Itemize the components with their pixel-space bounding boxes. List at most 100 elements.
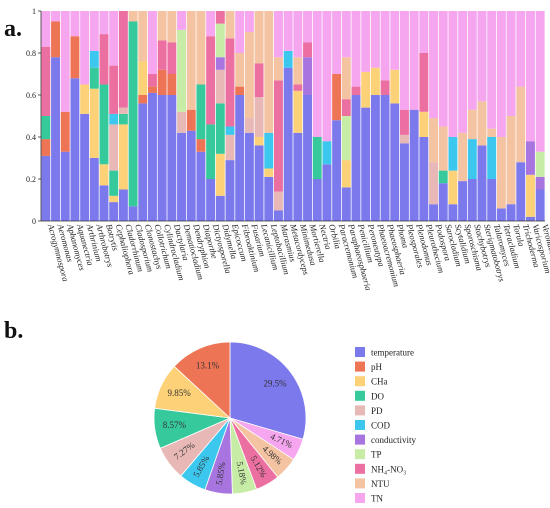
bar-segment-TN [516, 11, 526, 87]
bar-segment-TN [332, 11, 342, 74]
bar-segment-temperature [99, 185, 109, 221]
bar-segment-COD [322, 141, 332, 165]
bar-segment-NH4NO3 [341, 99, 351, 116]
bar-segment-pH [196, 139, 206, 152]
bar-segment-TP [215, 23, 225, 58]
legend-label-conductivity: conductivity [371, 435, 416, 445]
bar-segment-NTU [235, 53, 245, 87]
x-tick-label: Veronaea [540, 223, 550, 257]
y-tick-label: 0.2 [26, 175, 36, 184]
bar-segment-NH4NO3 [41, 46, 51, 117]
legend-swatch-TP [355, 449, 365, 460]
bar-segment-COD [467, 139, 477, 179]
bar-segment-temperature [467, 179, 477, 221]
bar-segment-NTU [496, 137, 506, 209]
bar-segment-TN [487, 11, 497, 129]
bar-segment-TN [351, 11, 361, 87]
bar-segment-TN [206, 11, 216, 37]
bar-segment-pH [70, 36, 80, 79]
bar-segment-TN [448, 11, 458, 137]
bar-segment-temperature [283, 67, 293, 221]
bar-segment-TN [409, 11, 419, 110]
legend-swatch-CHa [355, 376, 365, 387]
bar-segment-temperature [419, 137, 429, 221]
bar-segment-NTU [477, 101, 487, 146]
bar-segment-temperature [254, 145, 264, 221]
bar-segment-pH [41, 139, 51, 156]
bar-segment-TP [341, 116, 351, 161]
panel-label-b: b. [4, 318, 23, 344]
bar-segment-PD [177, 111, 186, 133]
y-tick-label: 0.8 [26, 49, 36, 58]
bar-segment-TN [467, 11, 477, 110]
bar-segment-temperature [167, 95, 177, 221]
bar-segment-temperature [361, 107, 371, 221]
bar-segment-temperature [215, 195, 225, 221]
bar-segment-pH [332, 74, 342, 121]
bar-segment-NH4NO3 [167, 42, 177, 74]
bar-segment-DO [128, 21, 138, 207]
bar-segment-temperature [274, 210, 283, 221]
bar-segment-NH4NO3 [225, 38, 235, 127]
bar-segment-DO [109, 170, 119, 196]
legend-label-temperature: temperature [371, 348, 414, 358]
bar-segment-temperature [438, 183, 448, 221]
bar-segment-NTU [438, 126, 448, 171]
bar-segment-temperature [516, 162, 526, 221]
bar-segment-temperature [458, 181, 468, 221]
bar-segment-TN [496, 11, 506, 137]
bar-segment-NH4NO3 [400, 109, 409, 135]
bar-segment-TN [535, 11, 545, 152]
bar-segment-temperature [109, 202, 119, 221]
bar-segment-PD [400, 134, 409, 144]
bar-segment-DO [196, 84, 206, 140]
bar-segment-TP [177, 29, 186, 112]
bar-segment-conductivity [535, 176, 545, 190]
bar-segment-temperature [235, 95, 245, 221]
bar-segment-NH4NO3 [380, 80, 390, 95]
bar-segment-TN [322, 11, 332, 142]
bar-segment-TN [361, 11, 371, 72]
bar-segment-temperature [118, 189, 128, 221]
bar-segment-temperature [138, 103, 148, 221]
bar-segment-conductivity [526, 141, 535, 175]
legend-swatch-TN [355, 493, 365, 503]
bar-segment-TP [535, 151, 545, 177]
bar-segment-NTU [196, 11, 206, 85]
bar-segment-COD [283, 50, 293, 68]
bar-segment-CHa [370, 67, 380, 95]
bar-segment-NTU [128, 11, 138, 22]
bar-segment-temperature [332, 120, 342, 221]
bar-segment-DO [215, 103, 225, 154]
bar-stacks [41, 11, 545, 222]
bar-segment-NH4NO3 [303, 42, 312, 58]
bar-segment-NTU [293, 57, 303, 85]
bar-segment-temperature [41, 155, 51, 221]
bar-segment-temperature [128, 206, 138, 221]
bar-segment-NH4NO3 [419, 53, 429, 112]
bar-segment-temperature [303, 95, 312, 221]
bar-segment-NTU [467, 109, 477, 140]
legend-swatch-conductivity [355, 434, 365, 445]
bar-segment-CHa [118, 124, 128, 190]
bar-segment-temperature [51, 57, 60, 222]
bar-segment-NH4NO3 [254, 63, 264, 98]
bar-segment-NTU [167, 11, 177, 43]
pie-slice-pH [173, 341, 231, 419]
bar-segment-NH4NO3 [215, 11, 225, 24]
bar-segment-DO [118, 113, 128, 125]
bar-segment-TN [70, 11, 80, 37]
bar-segment-PD [225, 134, 235, 161]
bar-segment-temperature [380, 95, 390, 221]
bar-segment-temperature [312, 179, 322, 221]
pie-label-DO: 8.57% [163, 420, 187, 430]
bar-segment-DO [41, 116, 51, 140]
bar-segment-temperature [487, 179, 497, 221]
legend-label-pH: pH [371, 362, 383, 372]
bar-segment-TN [477, 11, 487, 102]
bar-segment-TN [293, 11, 303, 58]
bar-segment-DO [206, 124, 216, 179]
stacked-bar-chart: 0 0.2 0.4 0.6 0.8 1 AcrogymnosporaAeromonasAp… [26, 7, 550, 291]
bar-segment-temperature [186, 130, 196, 221]
bar-segment-TN [400, 11, 409, 110]
